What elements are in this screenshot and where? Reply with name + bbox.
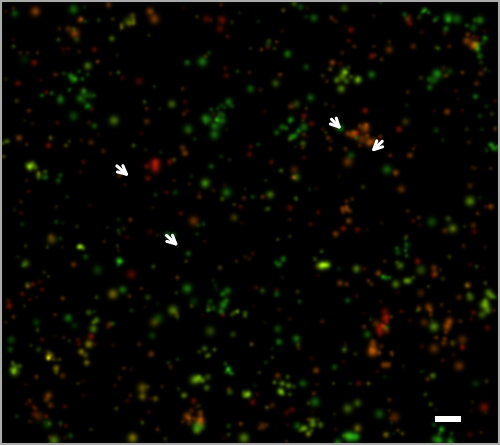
Bar bbox=[435, 416, 461, 422]
